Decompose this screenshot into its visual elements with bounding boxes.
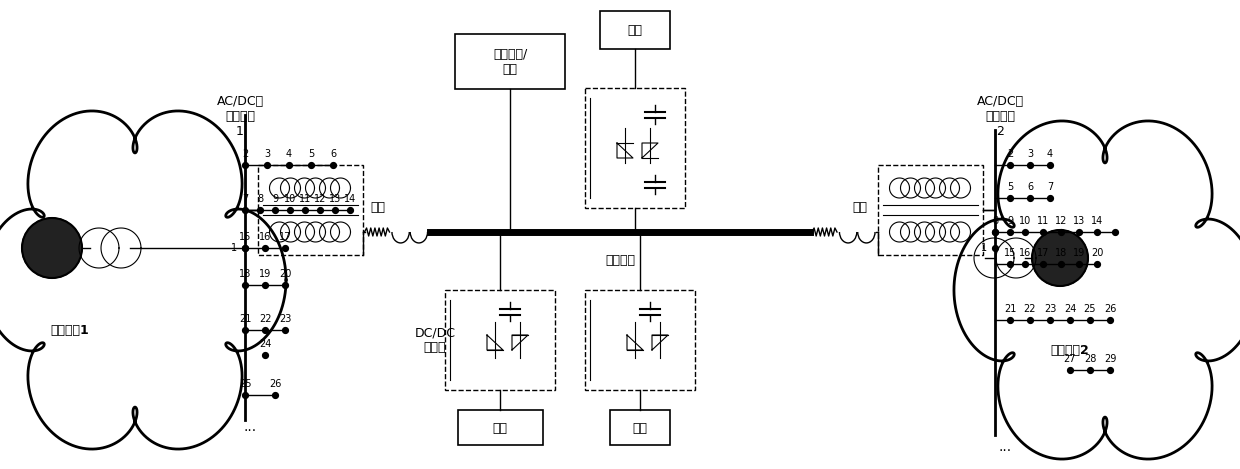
Text: 21: 21: [239, 314, 252, 324]
Text: 11: 11: [1037, 216, 1049, 226]
Text: 16: 16: [259, 232, 272, 242]
Text: 24: 24: [1064, 304, 1076, 314]
Bar: [455, 35, 565, 90]
Text: 14: 14: [1091, 216, 1104, 226]
Text: 23: 23: [1044, 304, 1056, 314]
Text: 6: 6: [330, 149, 336, 159]
Text: 7: 7: [242, 194, 248, 204]
Text: 17: 17: [1037, 248, 1049, 258]
Text: 18: 18: [1055, 248, 1068, 258]
Text: 线路: 线路: [370, 201, 384, 214]
Text: 1: 1: [231, 243, 237, 253]
Text: DC/DC
变换器: DC/DC 变换器: [414, 326, 455, 354]
Text: 12: 12: [1055, 216, 1068, 226]
Text: 9: 9: [1007, 216, 1013, 226]
Text: 25: 25: [239, 379, 252, 389]
Text: 直流母线: 直流母线: [605, 254, 635, 267]
Text: 20: 20: [279, 269, 291, 279]
Text: 3: 3: [1027, 149, 1033, 159]
Text: 23: 23: [279, 314, 291, 324]
Text: 22: 22: [259, 314, 272, 324]
Text: 10: 10: [284, 194, 296, 204]
Text: 15: 15: [1004, 248, 1017, 258]
Text: 3: 3: [264, 149, 270, 159]
Text: 17: 17: [279, 232, 291, 242]
Text: 电动汽车/
照明: 电动汽车/ 照明: [492, 48, 527, 76]
Text: 27: 27: [1064, 354, 1076, 364]
Text: 10: 10: [1019, 216, 1032, 226]
Text: 14: 14: [343, 194, 356, 204]
Text: 21: 21: [1004, 304, 1017, 314]
Circle shape: [1032, 230, 1087, 286]
Text: 12: 12: [314, 194, 326, 204]
Bar: [600, 11, 670, 49]
Bar: [610, 410, 670, 446]
Bar: [585, 290, 694, 390]
Text: 19: 19: [1073, 248, 1085, 258]
Text: 19: 19: [259, 269, 272, 279]
Text: 交流系统1: 交流系统1: [51, 324, 89, 336]
Text: 5: 5: [308, 149, 314, 159]
Text: ...: ...: [998, 440, 1012, 454]
Text: 29: 29: [1104, 354, 1116, 364]
Text: 16: 16: [1019, 248, 1032, 258]
Text: 6: 6: [1027, 182, 1033, 192]
Text: AC/DC互
联换流站
1: AC/DC互 联换流站 1: [217, 95, 264, 138]
Text: 线路: 线路: [853, 201, 868, 214]
Text: 交流系统2: 交流系统2: [1050, 343, 1090, 356]
Text: 8: 8: [992, 216, 998, 226]
Text: 13: 13: [1073, 216, 1085, 226]
Bar: [878, 165, 982, 255]
Text: 2: 2: [242, 149, 248, 159]
Text: 7: 7: [1047, 182, 1053, 192]
Text: 26: 26: [1104, 304, 1116, 314]
Text: 5: 5: [1007, 182, 1013, 192]
Text: 22: 22: [1024, 304, 1037, 314]
Text: 4: 4: [1047, 149, 1053, 159]
Bar: [458, 410, 543, 446]
Text: 25: 25: [1084, 304, 1096, 314]
Text: 24: 24: [259, 339, 272, 349]
Text: AC/DC互
联换流站
2: AC/DC互 联换流站 2: [976, 95, 1023, 138]
Text: ...: ...: [243, 420, 257, 434]
Text: 负荷: 负荷: [627, 23, 642, 37]
Bar: [258, 165, 362, 255]
Bar: [445, 290, 556, 390]
Text: 2: 2: [1007, 149, 1013, 159]
Text: 15: 15: [239, 232, 252, 242]
Text: 28: 28: [1084, 354, 1096, 364]
Text: 8: 8: [257, 194, 263, 204]
Text: 光伏: 光伏: [632, 422, 647, 434]
Text: 9: 9: [272, 194, 278, 204]
Text: 20: 20: [1091, 248, 1104, 258]
Text: 18: 18: [239, 269, 252, 279]
Text: 11: 11: [299, 194, 311, 204]
Bar: [585, 88, 684, 208]
Text: 26: 26: [269, 379, 281, 389]
Text: 1: 1: [981, 243, 987, 253]
Circle shape: [22, 218, 82, 278]
Text: 13: 13: [329, 194, 341, 204]
Text: 4: 4: [286, 149, 293, 159]
Text: 储能: 储能: [492, 422, 507, 434]
